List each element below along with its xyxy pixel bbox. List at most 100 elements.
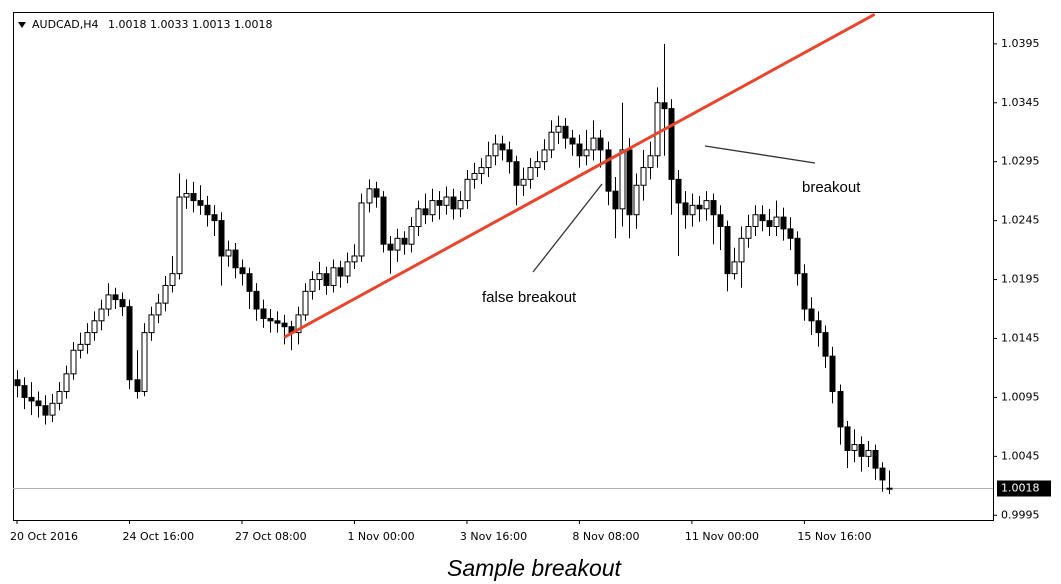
candle-body: [408, 226, 415, 245]
candle-body: [633, 184, 640, 216]
candle-body: [281, 322, 288, 328]
candle-body: [794, 237, 801, 275]
candle-body: [682, 202, 689, 216]
candle-body: [773, 216, 780, 228]
candle-body: [717, 214, 724, 228]
candle-body: [204, 204, 211, 216]
candle-body: [457, 200, 464, 210]
candle-body: [710, 200, 717, 216]
candle-body: [112, 294, 119, 301]
candle-body: [808, 308, 815, 322]
candle-body: [471, 172, 478, 180]
current-price-label: 1.0018: [1001, 482, 1040, 495]
annotation-pointer: [532, 183, 603, 273]
candle-body: [119, 299, 126, 308]
candle-body: [858, 444, 865, 457]
candle-body: [183, 193, 190, 198]
candle-body: [851, 444, 858, 451]
candle-body: [42, 405, 49, 416]
candle-body: [703, 200, 710, 210]
candle-body: [450, 196, 457, 210]
candle-body: [169, 273, 176, 286]
candle-body: [246, 273, 253, 292]
menu-arrow: [18, 22, 26, 28]
candle-body: [738, 237, 745, 263]
candle-body: [176, 196, 183, 275]
y-tick-label: 1.0395: [1001, 37, 1040, 50]
candle-body: [91, 320, 98, 334]
candle-body: [597, 137, 604, 151]
candle-body: [675, 178, 682, 204]
candle-body: [344, 261, 351, 277]
candle-body: [28, 396, 35, 402]
candle-body: [731, 261, 738, 275]
candle-body: [548, 131, 555, 151]
x-tick-label: 11 Nov 00:00: [685, 530, 759, 543]
annotation: breakout: [802, 179, 861, 196]
candle-body: [844, 426, 851, 451]
candle-body: [190, 193, 197, 202]
candle-body: [162, 284, 169, 304]
candle-body: [323, 273, 330, 286]
candle-body: [801, 273, 808, 310]
candle-body: [21, 385, 28, 398]
candle-body: [745, 226, 752, 239]
candle-body: [337, 267, 344, 277]
candle-body: [415, 208, 422, 228]
candle-body: [49, 402, 56, 416]
candle-body: [351, 255, 358, 263]
candle-body: [14, 379, 21, 387]
candle-body: [696, 204, 703, 210]
candle-body: [654, 102, 661, 157]
candle-body: [98, 308, 105, 322]
candle-body: [527, 167, 534, 180]
candle-body: [647, 155, 654, 169]
y-tick-label: 1.0245: [1001, 214, 1040, 227]
y-tick-label: 1.0195: [1001, 273, 1040, 286]
candle-body: [822, 332, 829, 357]
candle-body: [640, 167, 647, 186]
candle-body: [872, 449, 879, 469]
candle-body: [380, 196, 387, 245]
candle-body: [661, 102, 668, 110]
candle-body: [534, 161, 541, 169]
candle-body: [63, 373, 70, 393]
candle-body: [232, 249, 239, 269]
candle-body: [387, 243, 394, 251]
candle-body: [358, 202, 365, 257]
candle-body: [837, 391, 844, 428]
candle-body: [443, 196, 450, 206]
y-tick-label: 1.0095: [1001, 390, 1040, 403]
candle-body: [626, 149, 633, 216]
y-tick-label: 0.9995: [1001, 508, 1040, 521]
candle-body: [520, 178, 527, 186]
candle-body: [126, 306, 133, 381]
x-tick-label: 15 Nov 16:00: [797, 530, 871, 543]
candle-body: [689, 204, 696, 216]
candle-body: [562, 125, 569, 139]
annotation-pointer: [704, 145, 816, 164]
candle-body: [590, 137, 597, 151]
candle-body: [373, 188, 380, 198]
candle-body: [485, 155, 492, 169]
candle-body: [569, 137, 576, 145]
candle-body: [619, 149, 626, 210]
candle-body: [879, 467, 886, 481]
candle-body: [148, 314, 155, 334]
candle-body: [422, 208, 429, 216]
candle-body: [197, 200, 204, 206]
candle-body: [780, 216, 787, 230]
candle-body: [815, 320, 822, 334]
candle-body: [267, 317, 274, 322]
candle-body: [401, 237, 408, 245]
candle-body: [464, 178, 471, 202]
candle-body: [218, 220, 225, 257]
candle-body: [105, 294, 112, 310]
candle-body: [155, 302, 162, 316]
candle-body: [513, 161, 520, 186]
candle-body: [225, 249, 232, 257]
candle-body: [724, 226, 731, 275]
candle-body: [309, 279, 316, 292]
candle-body: [829, 355, 836, 393]
candle-body: [499, 143, 506, 151]
